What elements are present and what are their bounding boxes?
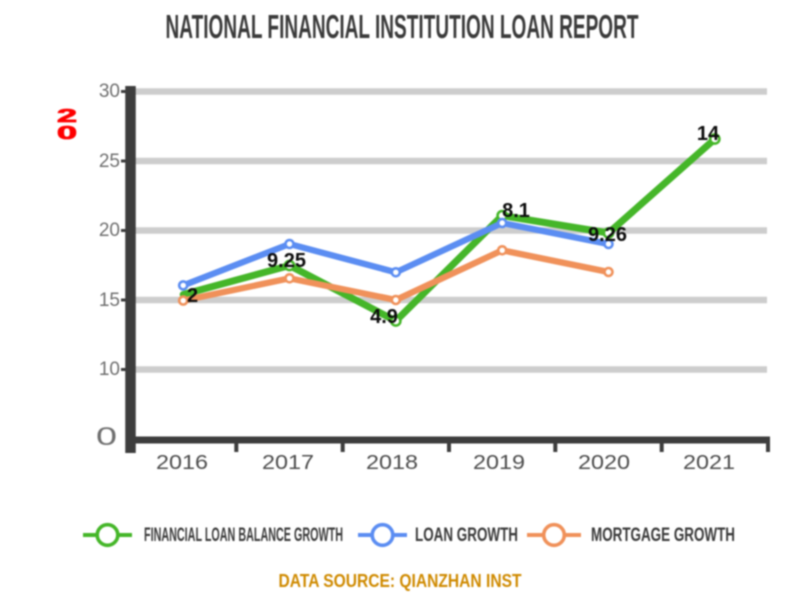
svg-text:9.26: 9.26 (588, 224, 627, 246)
svg-text:2017: 2017 (262, 452, 314, 474)
svg-text:DATA SOURCE: QIANZHAN INST: DATA SOURCE: QIANZHAN INST (279, 571, 522, 591)
svg-text:8.1: 8.1 (502, 200, 530, 222)
svg-text:9.25: 9.25 (267, 250, 306, 272)
svg-text:2: 2 (187, 285, 198, 307)
svg-text:LOAN GROWTH: LOAN GROWTH (415, 525, 518, 546)
svg-text:FINANCIAL LOAN BALANCE GROWTH: FINANCIAL LOAN BALANCE GROWTH (144, 525, 343, 546)
svg-text:15: 15 (99, 290, 120, 311)
svg-text:20: 20 (99, 220, 120, 241)
svg-text:MORTGAGE GROWTH: MORTGAGE GROWTH (591, 525, 735, 546)
svg-text:25: 25 (99, 151, 120, 172)
svg-text:2: 2 (57, 106, 77, 126)
svg-text:2020: 2020 (578, 452, 630, 474)
svg-text:4.9: 4.9 (370, 306, 398, 328)
svg-text:2019: 2019 (473, 452, 525, 474)
svg-text:0: 0 (57, 123, 77, 143)
svg-text:0: 0 (96, 423, 117, 451)
svg-text:30: 30 (99, 81, 120, 102)
svg-text:2016: 2016 (156, 452, 208, 474)
svg-text:NATIONAL FINANCIAL INSTITUTION: NATIONAL FINANCIAL INSTITUTION LOAN REPO… (166, 8, 639, 45)
svg-text:14: 14 (697, 123, 720, 145)
svg-text:2021: 2021 (683, 452, 735, 474)
svg-text:10: 10 (99, 359, 120, 380)
svg-text:2018: 2018 (366, 452, 418, 474)
